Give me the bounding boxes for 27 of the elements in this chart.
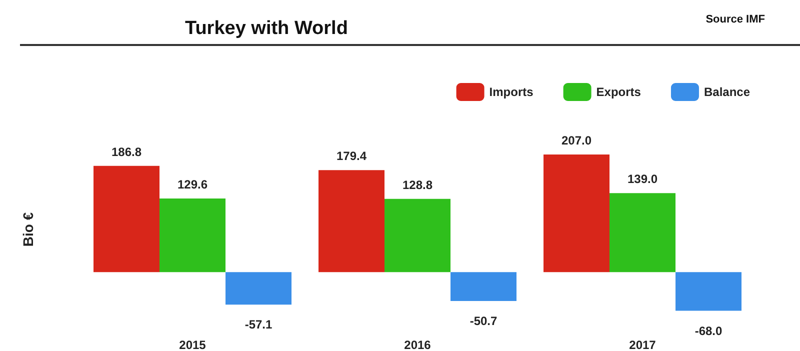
data-label: 128.8	[402, 178, 433, 192]
data-label: -68.0	[694, 324, 722, 338]
bar	[450, 272, 516, 301]
chart-title: Turkey with World	[185, 18, 348, 39]
bar	[544, 154, 610, 272]
data-label: 129.6	[177, 177, 208, 192]
y-axis-title: Bio €	[20, 212, 36, 247]
x-tick-label: 2016	[404, 338, 432, 351]
bar	[94, 166, 160, 272]
data-label: -57.1	[244, 318, 272, 332]
data-label: 207.0	[561, 133, 592, 148]
data-label: 139.0	[627, 172, 658, 186]
bar	[610, 193, 676, 272]
x-tick-label: 2017	[629, 338, 656, 351]
x-tick-label: 2015	[179, 338, 206, 351]
bar	[676, 272, 742, 311]
legend-label: Balance	[704, 85, 750, 99]
bar	[318, 170, 384, 272]
legend-label: Imports	[489, 85, 534, 99]
bar	[160, 198, 226, 272]
source-note: Source IMF	[706, 14, 766, 26]
legend-label: Exports	[596, 85, 642, 99]
bar	[384, 198, 450, 272]
bar	[226, 272, 292, 305]
data-label: 179.4	[336, 149, 367, 164]
data-label: -50.7	[470, 314, 498, 328]
data-label: 186.8	[111, 144, 142, 159]
